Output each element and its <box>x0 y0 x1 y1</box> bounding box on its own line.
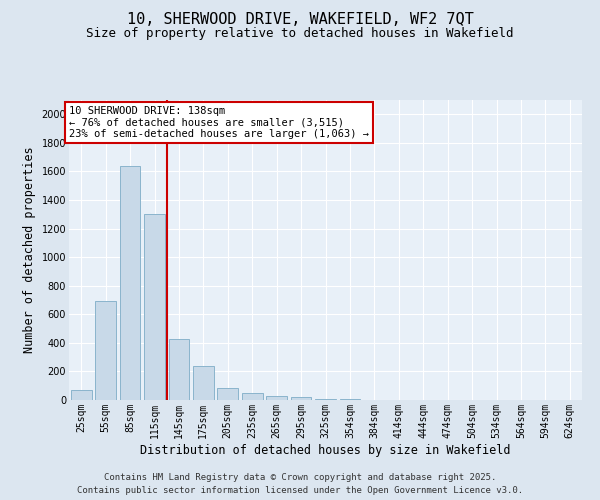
X-axis label: Distribution of detached houses by size in Wakefield: Distribution of detached houses by size … <box>140 444 511 456</box>
Bar <box>242 393 263 400</box>
Bar <box>266 396 287 400</box>
Bar <box>193 366 214 400</box>
Bar <box>217 388 238 400</box>
Bar <box>95 302 116 400</box>
Bar <box>290 397 311 400</box>
Bar <box>71 390 92 400</box>
Text: 10 SHERWOOD DRIVE: 138sqm
← 76% of detached houses are smaller (3,515)
23% of se: 10 SHERWOOD DRIVE: 138sqm ← 76% of detac… <box>69 106 369 139</box>
Bar <box>315 398 336 400</box>
Y-axis label: Number of detached properties: Number of detached properties <box>23 146 36 354</box>
Text: Contains HM Land Registry data © Crown copyright and database right 2025.: Contains HM Land Registry data © Crown c… <box>104 472 496 482</box>
Bar <box>144 214 165 400</box>
Bar <box>169 338 190 400</box>
Text: Size of property relative to detached houses in Wakefield: Size of property relative to detached ho… <box>86 28 514 40</box>
Text: Contains public sector information licensed under the Open Government Licence v3: Contains public sector information licen… <box>77 486 523 495</box>
Bar <box>119 166 140 400</box>
Text: 10, SHERWOOD DRIVE, WAKEFIELD, WF2 7QT: 10, SHERWOOD DRIVE, WAKEFIELD, WF2 7QT <box>127 12 473 28</box>
